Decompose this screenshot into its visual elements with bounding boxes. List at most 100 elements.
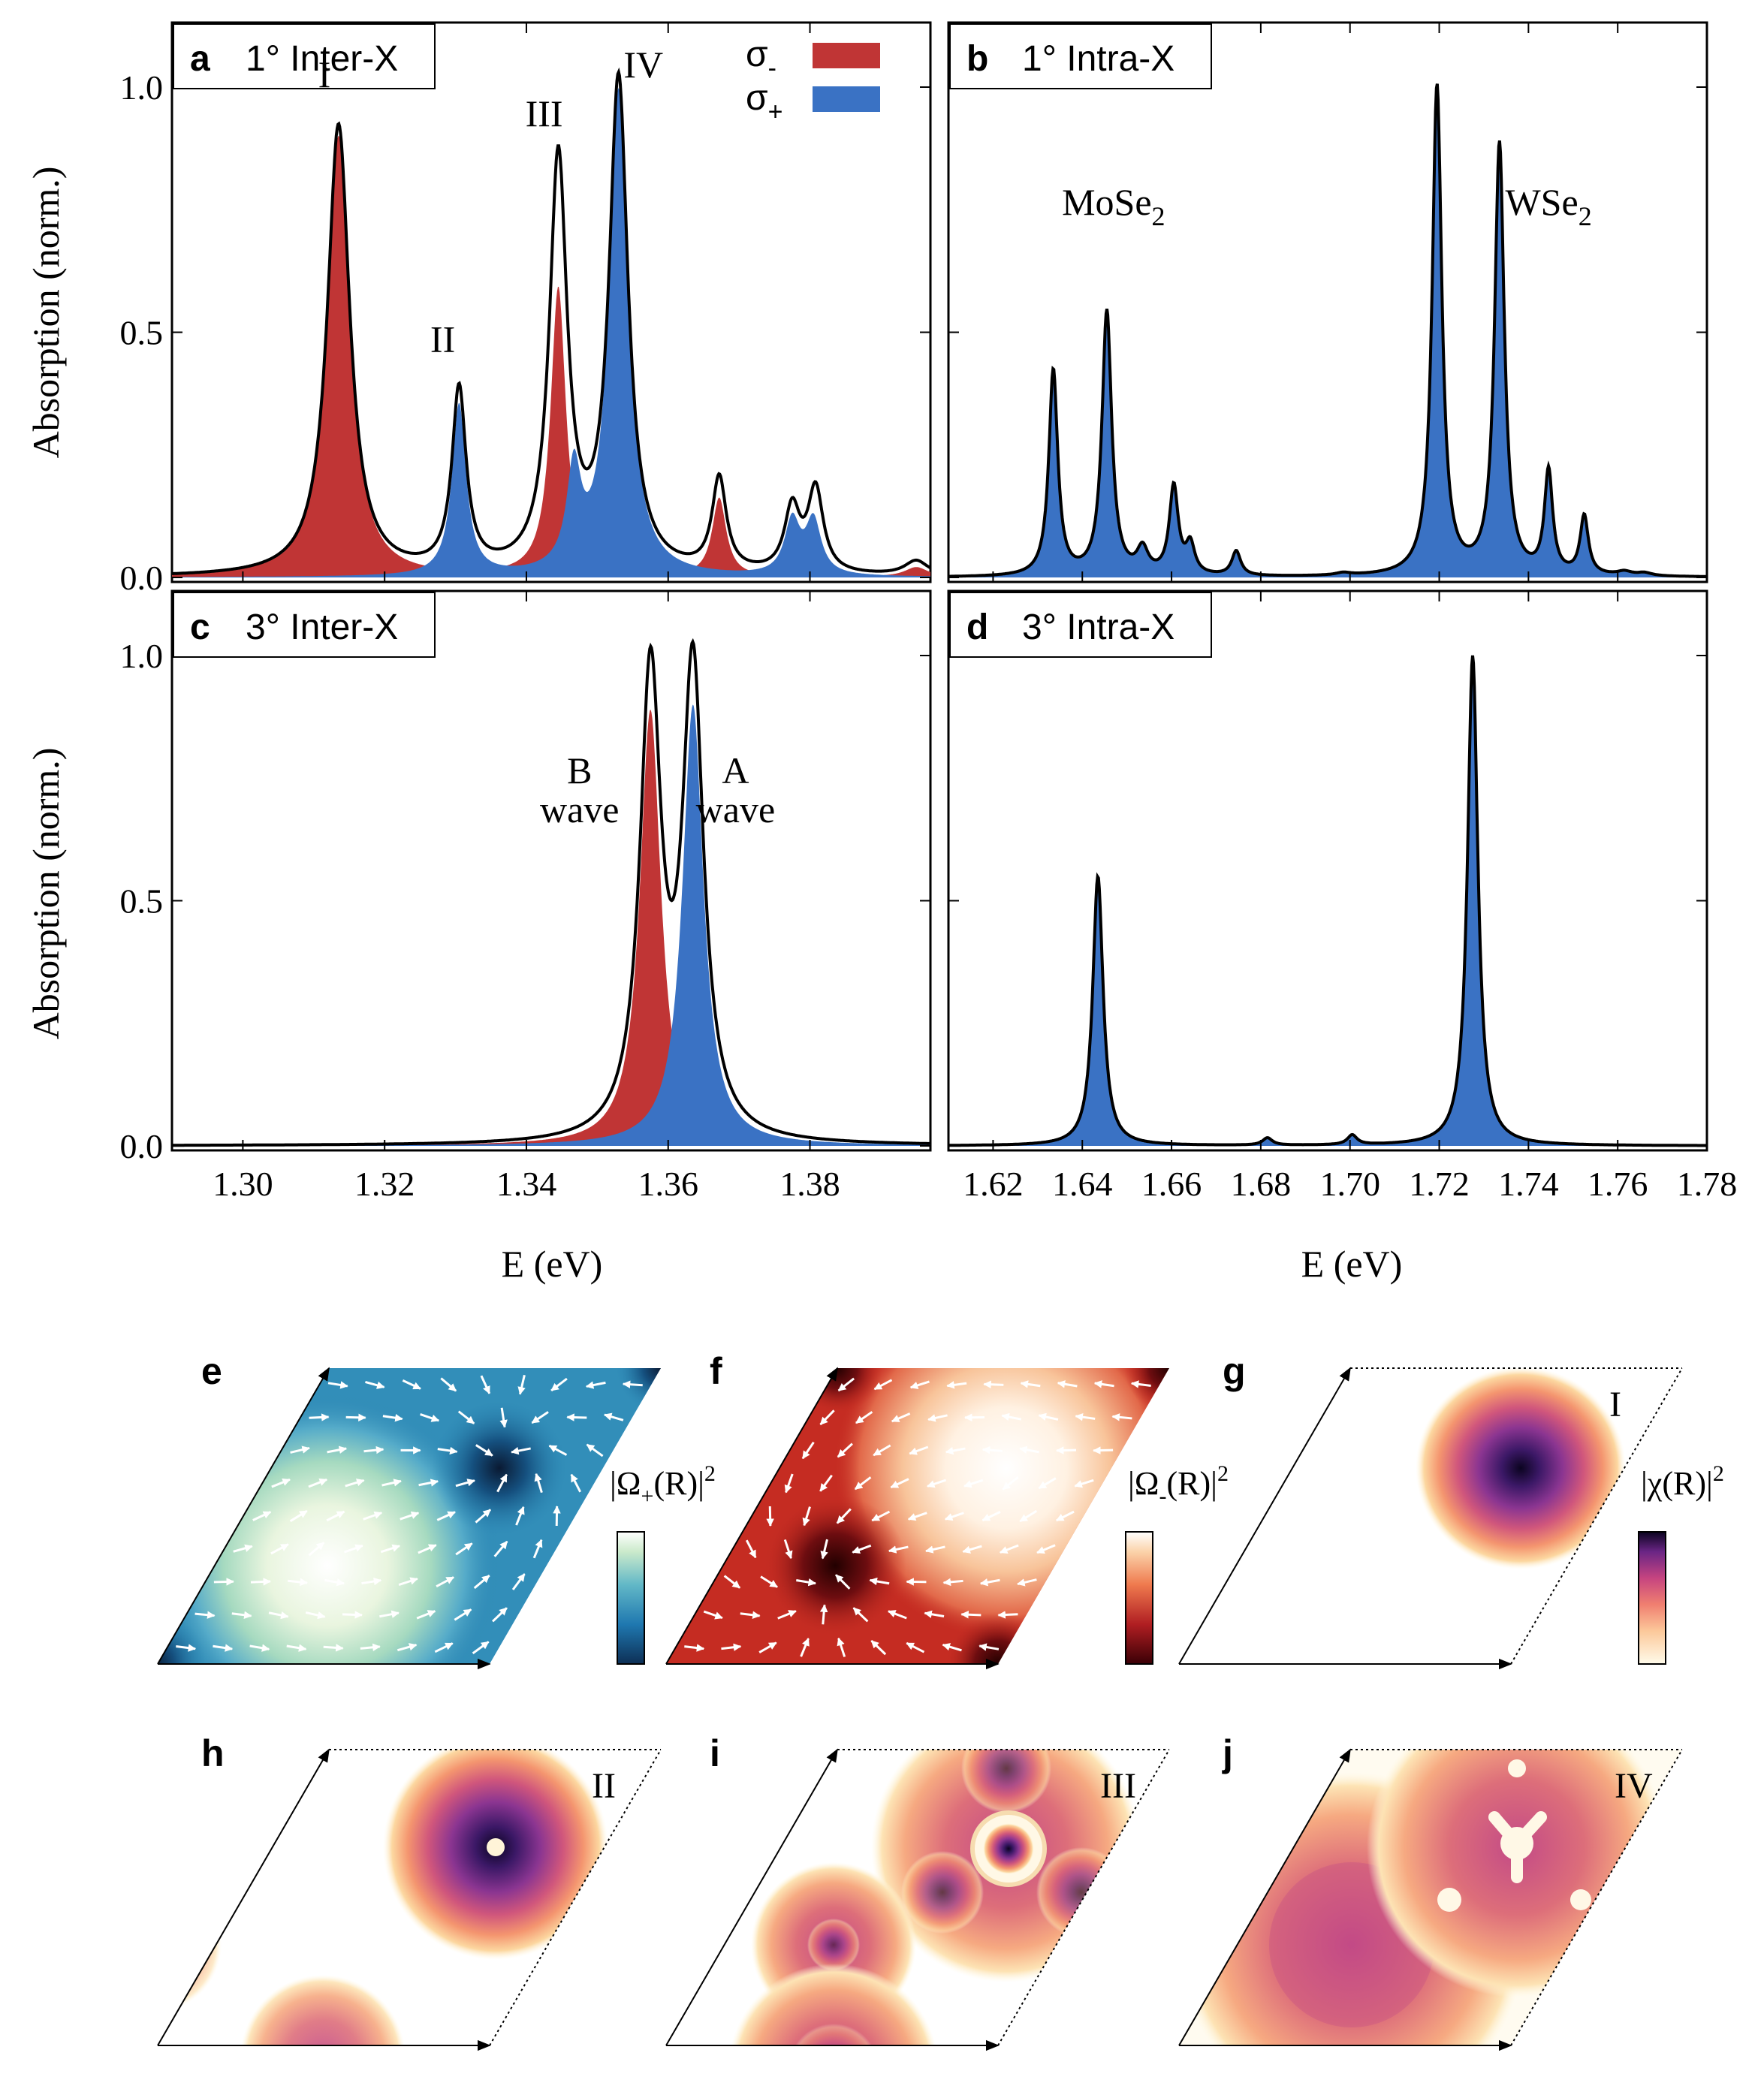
map-g-label: I — [1609, 1385, 1621, 1424]
map-i-label: III — [1100, 1766, 1136, 1806]
panel-letter-d: d — [966, 607, 988, 647]
map-g: g I |χ(R)|2 — [1178, 1350, 1724, 1670]
vector-arrow — [924, 1610, 945, 1618]
map-j-label: IV — [1615, 1766, 1653, 1806]
vector-arrow — [837, 1377, 855, 1392]
peak-label-c: wave — [540, 788, 620, 830]
vector-arrow — [870, 1640, 887, 1656]
map-f-vector-field — [684, 1377, 1151, 1657]
vector-arrow — [982, 1511, 1001, 1521]
vector-arrow — [1057, 1380, 1078, 1388]
vector-arrow — [906, 1641, 925, 1653]
vector-arrow — [909, 1445, 929, 1455]
panel-title-text-c: 3° Inter-X — [246, 607, 398, 647]
vector-arrow — [960, 1610, 982, 1619]
vector-arrow — [492, 1607, 508, 1623]
vector-arrow — [979, 1578, 1000, 1587]
vector-arrow — [475, 1509, 491, 1524]
vector-arrow — [801, 1441, 815, 1460]
vector-arrow — [511, 1446, 531, 1455]
series-total-line-d — [948, 655, 1707, 1147]
series-total-line-a — [171, 67, 931, 575]
vector-arrow — [323, 1644, 344, 1652]
vector-arrow — [309, 1413, 330, 1421]
peak-label-a: I — [318, 53, 331, 95]
vector-arrow — [400, 1511, 420, 1521]
vector-arrow — [1038, 1477, 1057, 1490]
vector-arrow — [1055, 1510, 1075, 1522]
vector-arrow — [1019, 1509, 1038, 1523]
vector-arrow — [271, 1478, 291, 1488]
vector-arrow — [496, 1473, 508, 1493]
peak-label-a: III — [526, 92, 563, 134]
vector-arrow — [852, 1544, 872, 1554]
vector-arrow — [586, 1443, 604, 1457]
vector-arrow — [402, 1379, 421, 1390]
vector-arrow — [1036, 1544, 1056, 1554]
vector-arrow — [308, 1542, 325, 1557]
vector-arrow — [723, 1575, 741, 1589]
xtick-label-d: 1.70 — [1319, 1165, 1380, 1203]
panel-title-c: c 3° Inter-X — [173, 592, 436, 658]
legend-sigma-minus-swatch — [813, 43, 880, 68]
panel-title-text-a: 1° Inter-X — [246, 39, 398, 79]
xtick-label-c: 1.30 — [213, 1165, 273, 1203]
vector-arrow — [436, 1511, 456, 1521]
ytick-label-c: 0.0 — [120, 1127, 164, 1165]
peak-label-b: MoSe2 — [1062, 181, 1165, 231]
vector-arrow — [819, 1604, 828, 1625]
vector-arrow — [342, 1611, 363, 1619]
legend-sigma-plus-swatch — [813, 86, 880, 112]
vector-arrow — [570, 1473, 582, 1493]
vector-arrow — [194, 1611, 216, 1619]
panel-title-text-b: 1° Intra-X — [1022, 39, 1174, 79]
panel-title-a: a 1° Inter-X — [173, 23, 436, 89]
colorbar-f-label: |Ω-(R)|2 — [1128, 1461, 1229, 1509]
vector-arrow — [1019, 1445, 1039, 1454]
map-f-letter: f — [710, 1350, 722, 1392]
vector-arrow — [836, 1508, 852, 1524]
colorbar-e-label: |Ω+(R)|2 — [610, 1461, 716, 1509]
series-area-sigma-minus-a — [172, 135, 930, 578]
vector-arrow — [176, 1644, 197, 1652]
vector-arrow — [436, 1576, 454, 1587]
xtick-label-d: 1.68 — [1231, 1165, 1292, 1203]
map-e-vector-field — [176, 1374, 643, 1654]
vector-arrow — [534, 1473, 543, 1494]
vector-arrow — [455, 1542, 473, 1556]
xtick-label-d: 1.78 — [1677, 1165, 1738, 1203]
vector-arrow — [480, 1375, 491, 1394]
map-i: i III — [665, 1732, 1170, 2051]
vector-arrow — [942, 1578, 963, 1587]
vector-arrow — [437, 1446, 458, 1455]
vector-arrow — [855, 1411, 873, 1424]
vector-arrow — [907, 1512, 927, 1521]
vector-arrow — [871, 1510, 891, 1522]
vector-arrow — [963, 1479, 984, 1488]
vector-arrow — [270, 1543, 289, 1555]
vector-arrow — [873, 1379, 893, 1391]
series-area-sigma-minus-c — [172, 710, 930, 1146]
vector-arrow — [962, 1545, 982, 1554]
map-g-letter: g — [1223, 1350, 1246, 1392]
vector-arrow — [326, 1510, 345, 1522]
vector-arrow — [1017, 1578, 1037, 1587]
vector-arrow — [835, 1574, 851, 1590]
vector-arrow — [548, 1444, 568, 1456]
plot-frame-b — [947, 21, 1708, 583]
vector-arrow — [1020, 1380, 1041, 1388]
vector-arrow — [925, 1545, 945, 1554]
colorbar-g-label: |χ(R)|2 — [1641, 1461, 1724, 1502]
vector-arrow — [603, 1412, 624, 1421]
map-h-label: II — [592, 1766, 616, 1806]
vector-arrow — [213, 1644, 234, 1652]
ytick-label-c: 0.5 — [120, 882, 164, 921]
vector-arrow — [345, 1413, 366, 1422]
legend-sigma-minus: σ- — [746, 35, 776, 83]
vector-arrow — [397, 1643, 418, 1652]
y-axis-label-bottom: Absorption (norm.) — [25, 748, 67, 1040]
vector-arrow — [1075, 1412, 1096, 1421]
vector-arrow — [927, 1414, 948, 1422]
panel-title-d: d 3° Intra-X — [949, 592, 1212, 658]
vector-arrow — [308, 1479, 328, 1488]
